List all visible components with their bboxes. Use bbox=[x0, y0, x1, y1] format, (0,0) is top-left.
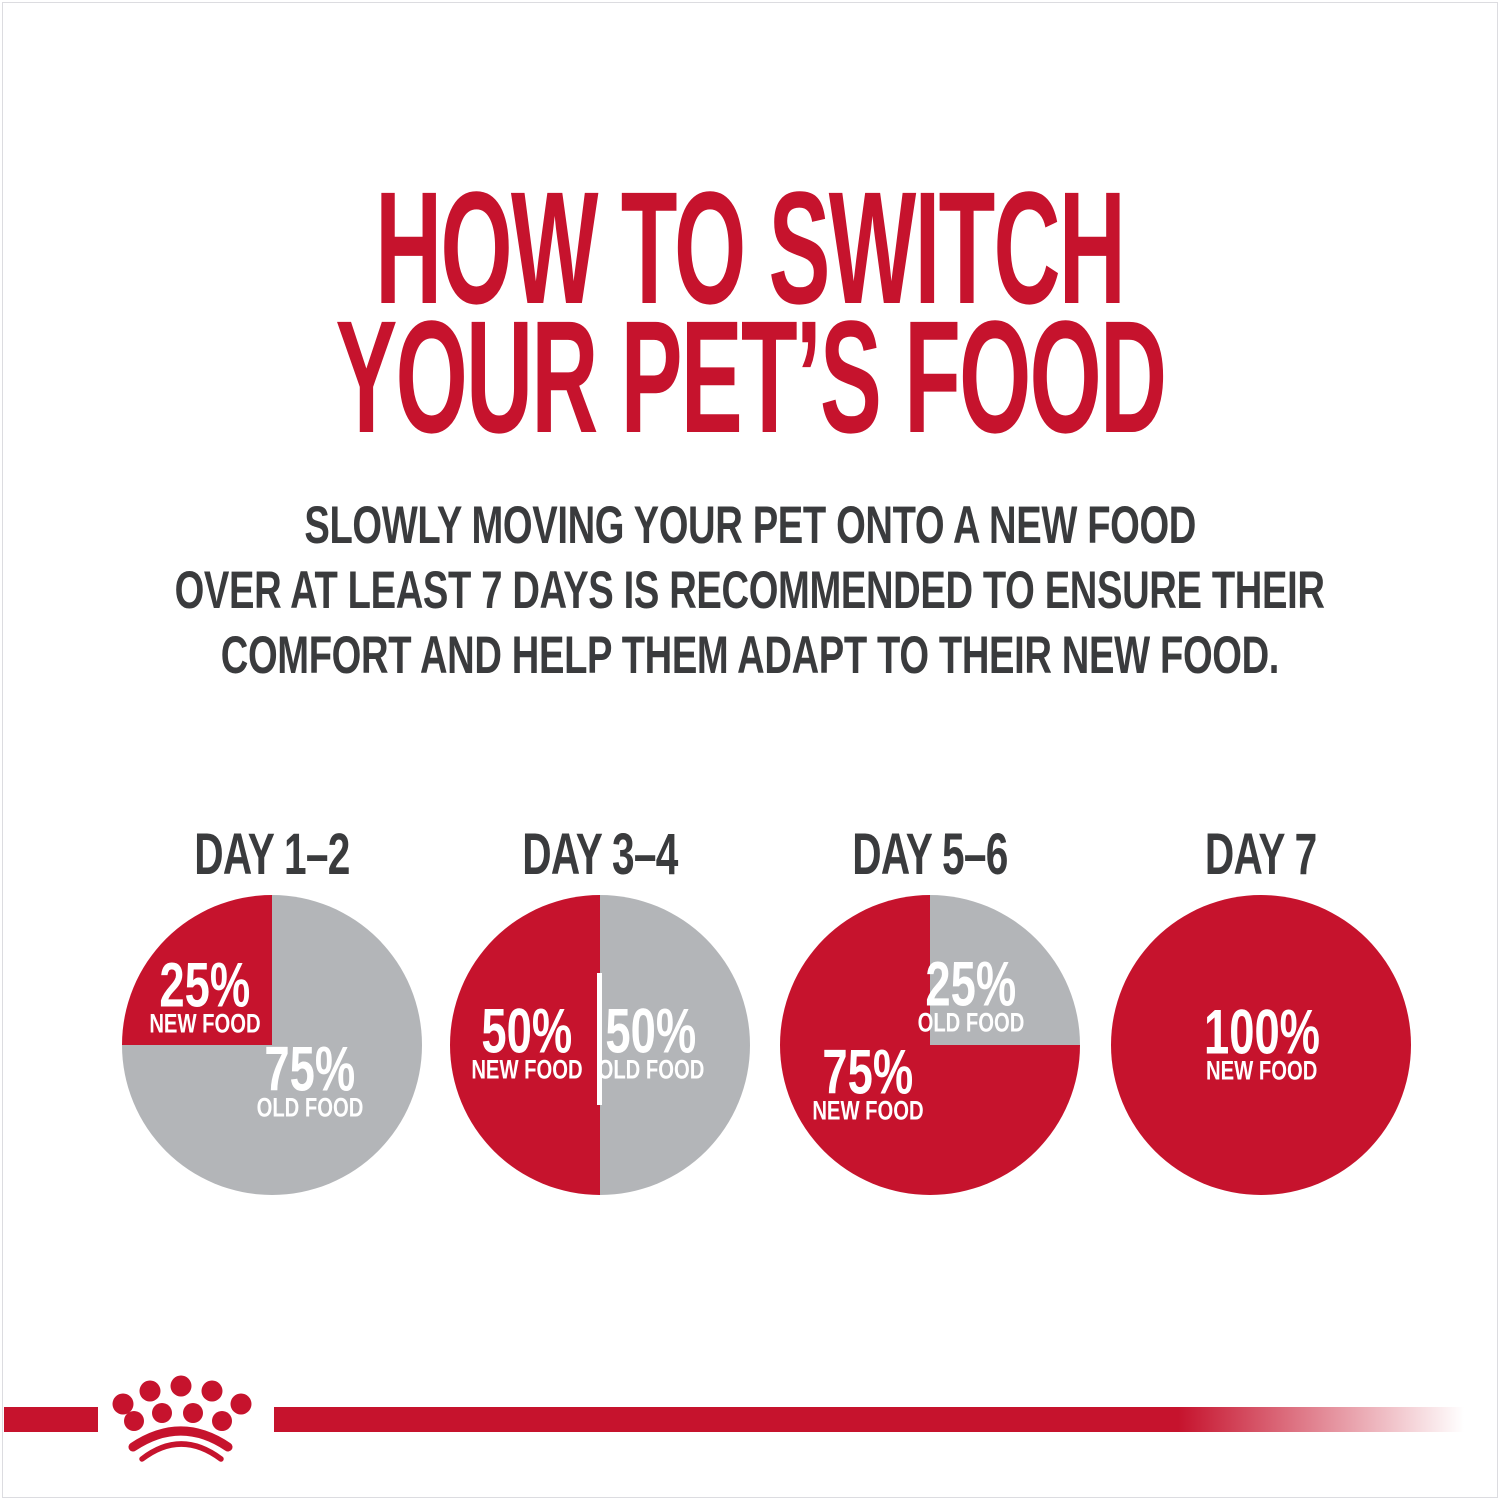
royal-canin-crown-icon bbox=[112, 1375, 252, 1462]
slice-percent: 75% bbox=[822, 1037, 914, 1108]
subtitle: SLOWLY MOVING YOUR PET ONTO A NEW FOOD O… bbox=[0, 493, 1500, 688]
slice-name: NEW FOOD bbox=[149, 1008, 261, 1039]
pie-group-day-1-2: DAY 1–2 25% NEW FOOD 75% OLD FOOD bbox=[122, 820, 422, 1195]
slice-name: NEW FOOD bbox=[812, 1095, 924, 1126]
slice-label-old-food: 25% OLD FOOD bbox=[900, 949, 1043, 1038]
page-title: HOW TO SWITCH YOUR PET’S FOOD bbox=[0, 167, 1500, 456]
pie-chart-day-1-2: 25% NEW FOOD 75% OLD FOOD bbox=[122, 895, 422, 1195]
slice-name: NEW FOOD bbox=[471, 1054, 583, 1085]
pie-group-day-3-4: DAY 3–4 50% NEW FOOD 50% OLD FOOD bbox=[450, 820, 750, 1195]
slice-label-old-food: 50% OLD FOOD bbox=[580, 996, 723, 1085]
subtitle-line-3: COMFORT AND HELP THEM ADAPT TO THEIR NEW… bbox=[220, 626, 1280, 685]
slice-name: OLD FOOD bbox=[256, 1092, 364, 1123]
day-label-7: DAY 7 bbox=[1205, 822, 1317, 887]
pie-chart-day-5-6: 75% NEW FOOD 25% OLD FOOD bbox=[780, 895, 1080, 1195]
slice-name: OLD FOOD bbox=[597, 1054, 705, 1085]
slice-name: NEW FOOD bbox=[1206, 1055, 1318, 1086]
slice-percent: 75% bbox=[264, 1034, 356, 1105]
day-label-1-2: DAY 1–2 bbox=[194, 822, 350, 887]
slice-percent: 25% bbox=[159, 950, 251, 1021]
pie-group-day-7: DAY 7 100% NEW FOOD bbox=[1111, 820, 1411, 1195]
slice-name: OLD FOOD bbox=[917, 1007, 1025, 1038]
subtitle-line-2: OVER AT LEAST 7 DAYS IS RECOMMENDED TO E… bbox=[175, 561, 1325, 620]
slice-label-new-food: 75% NEW FOOD bbox=[794, 1037, 943, 1126]
footer-stripe-left bbox=[4, 1407, 98, 1432]
slice-label-old-food: 75% OLD FOOD bbox=[239, 1034, 382, 1123]
slice-percent: 100% bbox=[1203, 997, 1321, 1068]
day-label-3-4: DAY 3–4 bbox=[522, 822, 678, 887]
pie-chart-day-3-4: 50% NEW FOOD 50% OLD FOOD bbox=[450, 895, 750, 1195]
subtitle-line-1: SLOWLY MOVING YOUR PET ONTO A NEW FOOD bbox=[304, 496, 1196, 555]
slice-percent: 50% bbox=[605, 996, 697, 1067]
footer-stripe-right bbox=[274, 1407, 1464, 1432]
slice-percent: 25% bbox=[925, 949, 1017, 1020]
title-line-2: YOUR PET’S FOOD bbox=[335, 286, 1167, 466]
slice-percent: 50% bbox=[481, 996, 573, 1067]
day-label-5-6: DAY 5–6 bbox=[852, 822, 1008, 887]
title-line-1: HOW TO SWITCH bbox=[375, 157, 1127, 337]
pie-chart-day-7: 100% NEW FOOD bbox=[1111, 895, 1411, 1195]
pie-group-day-5-6: DAY 5–6 75% NEW FOOD 25% OLD FOOD bbox=[780, 820, 1080, 1195]
slice-label-new-food: 25% NEW FOOD bbox=[131, 950, 280, 1039]
slice-label-new-food: 100% NEW FOOD bbox=[1181, 997, 1342, 1086]
slice-label-new-food: 50% NEW FOOD bbox=[453, 996, 602, 1085]
half-divider bbox=[597, 973, 602, 1105]
